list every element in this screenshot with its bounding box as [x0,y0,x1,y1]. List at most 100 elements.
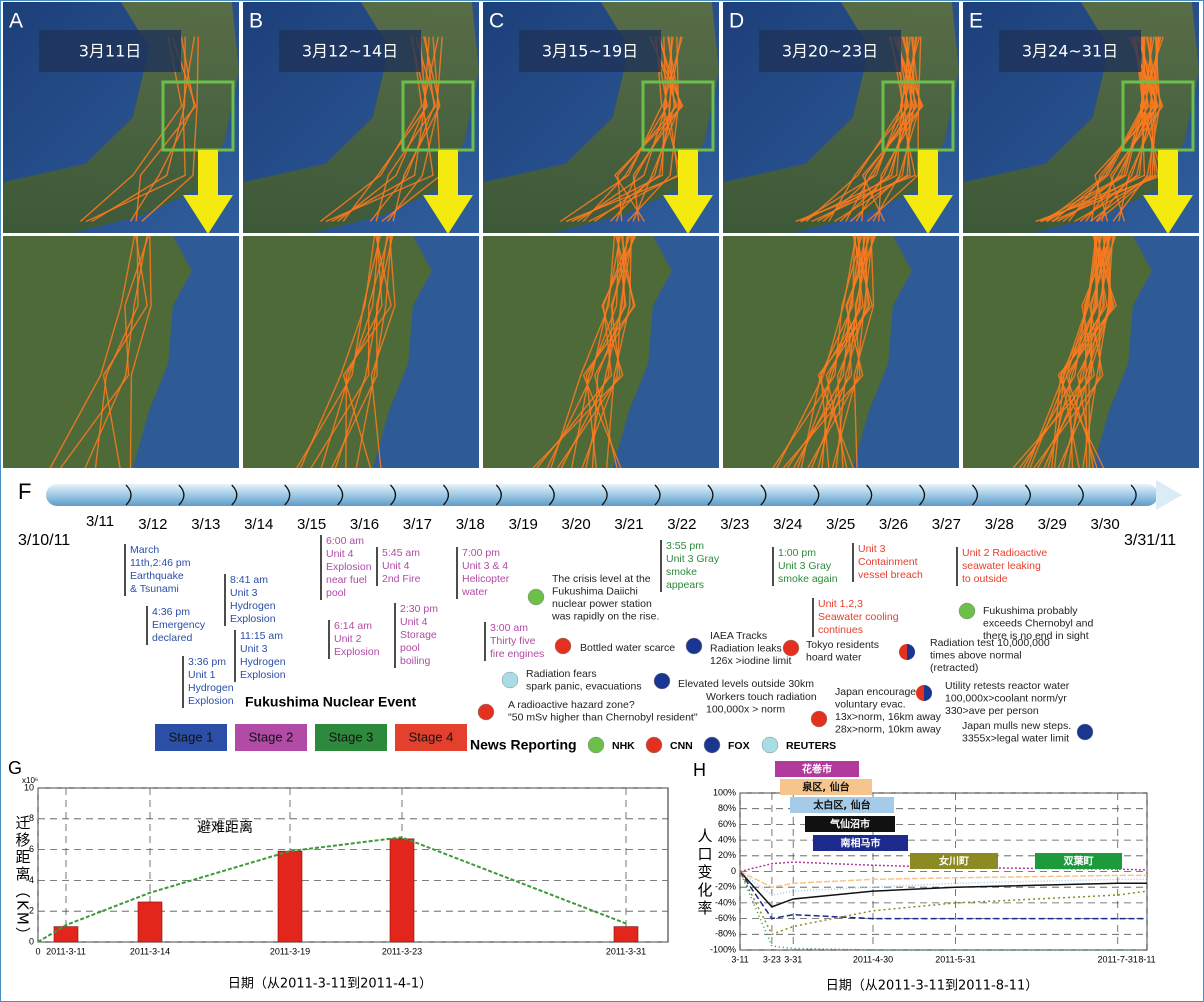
news-text: 3355x>legal water limit [962,732,1069,744]
bar [278,851,302,942]
news-text: The crisis level at the [552,573,651,585]
panel-date: 3月15~19日 [542,42,638,61]
bar [614,927,638,942]
x-tick-label: 8-11 [1138,954,1155,964]
legend-label: 泉区, 仙台 [801,781,849,794]
legend-label: REUTERS [786,740,836,752]
map-image [723,236,959,468]
legend-label: 花巻市 [802,763,832,776]
event-text: Explosion [240,669,286,681]
panel-letter: A [9,10,23,33]
news-text: 100,000x>coolant norm/yr [945,692,1067,704]
legend-label: CNN [670,740,693,752]
news-dot [811,711,827,727]
news-legend-title: News Reporting [470,737,577,753]
panel-date: 3月20~23日 [782,42,878,61]
event-text: to outside [962,573,1008,585]
x-tick-label: 2011-3-14 [130,946,170,956]
news-text: 28x>norm, 10km away [835,723,942,735]
event-text: 4:36 pm [152,606,190,618]
news-dot [959,603,975,619]
event-text: fire engines [490,648,544,660]
event-text: Explosion [230,613,276,625]
event-text: 5:45 am [382,547,420,559]
event-text: Unit 2 Radioactive [962,547,1047,559]
event-text: Unit 3 [230,587,258,599]
stage-label: Stage 4 [409,729,454,744]
event-text: 6:00 am [326,535,364,547]
news-dot [1077,724,1093,740]
bar [54,927,78,942]
event-text: declared [152,632,192,644]
event-text: Hydrogen [240,656,286,668]
event-text: Unit 3 & 4 [462,560,508,572]
x-tick-label: 3-11 [731,954,748,964]
news-text: spark panic, evacuations [526,680,642,692]
y-tick-label: -100% [710,944,736,954]
y-tick-label: 100% [713,787,736,797]
event-text: appears [666,579,704,591]
event-text: Containment [858,556,918,568]
legend-label: 太白区, 仙台 [812,799,870,812]
x-tick-label: 3-23 [763,954,781,964]
timeline-date: 3/12 [138,516,167,533]
news-text: 13x>norm, 16km away [835,711,942,723]
y-tick-label: 60% [718,819,736,829]
legend-label: 女川町 [939,855,969,868]
panel-letter: C [489,10,504,33]
timeline-date: 3/17 [403,516,432,533]
event-title: Fukushima Nuclear Event [245,694,417,710]
x-axis-label: 日期（从2011-3-11到2011-4-1） [228,977,432,992]
timeline-date: 3/22 [667,516,696,533]
event-text: 11th,2:46 pm [130,557,191,569]
figure: F G H A3月11日B3月12~14日C3月15~19日D3月20~23日E… [0,0,1204,1002]
news-text: 330>ave per person [945,705,1039,717]
x-tick-label: 2011-4-30 [853,954,893,964]
event-text: seawater leaking [962,560,1041,572]
news-dot [783,640,799,656]
event-text: Unit 3 [240,643,268,655]
chart-title: 避难距离 [197,819,253,836]
news-text: nuclear power station [552,598,652,610]
event-text: Explosion [188,695,234,707]
news-dot [899,644,907,660]
news-text: Radiation test 10,000,000 [930,637,1050,649]
stage-label: Stage 2 [249,729,294,744]
timeline-date: 3/30 [1090,516,1119,533]
event-text: Helicopter [462,573,510,585]
news-text: Fukushima probably [983,605,1078,617]
panel-letter: B [249,10,263,33]
timeline-date: 3/14 [244,516,273,533]
y-tick-label: 0 [731,866,736,876]
event-text: 3:00 am [490,622,528,634]
event-text: & Tsunami [130,583,179,595]
y-exponent: x10⁶ [22,776,38,785]
legend-label: FOX [728,740,750,752]
map-image [243,236,479,468]
timeline-date: 3/20 [561,516,590,533]
news-text: Workers touch radiation [706,691,817,703]
event-text: 2:30 pm [400,603,438,615]
timeline-date: 3/27 [932,516,961,533]
timeline-date: 3/11 [86,513,114,530]
event-text: vessel breach [858,569,923,581]
x-tick-label: 2011-7-31 [1098,954,1138,964]
event-text: 2nd Fire [382,573,421,585]
timeline-head [1156,480,1182,510]
y-tick-label: 20% [718,850,736,860]
event-text: 6:14 am [334,620,372,632]
event-text: Unit 1 [188,669,216,681]
timeline-start: 3/10/11 [18,532,70,549]
news-dot [924,685,932,701]
timeline-date: 3/25 [826,516,855,533]
timeline-date: 3/28 [985,516,1014,533]
panel-date: 3月12~14日 [302,42,398,61]
y-axis-label: 人口变化率 [696,828,714,918]
timeline-date: 3/23 [720,516,749,533]
event-text: 11:15 am [240,630,283,642]
panel-letter: H [693,760,706,780]
event-text: Hydrogen [230,600,276,612]
x-tick-label: 2011-3-31 [606,946,646,956]
news-text: times above normal [930,649,1022,661]
news-text: exceeds Chernobyl and [983,617,1093,629]
